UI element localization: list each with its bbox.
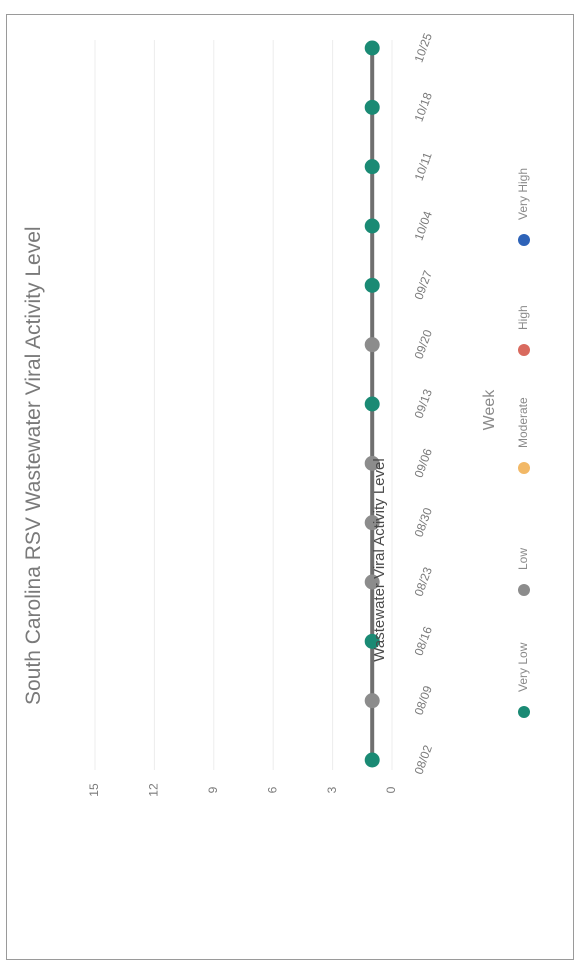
data-point[interactable] — [364, 752, 380, 768]
legend-swatch — [518, 462, 530, 474]
x-tick-label: 10/25 — [412, 31, 436, 64]
legend: Very Low Low Moderate High Very High — [516, 168, 530, 718]
x-tick-label: 09/27 — [412, 268, 436, 301]
data-point[interactable] — [364, 633, 380, 649]
data-point-layer — [364, 40, 380, 768]
y-tick-labels: 0 3 6 9 12 15 — [87, 783, 398, 797]
data-point[interactable] — [364, 693, 380, 709]
data-point[interactable] — [364, 159, 380, 175]
legend-swatch — [518, 706, 530, 718]
legend-label: Low — [516, 548, 530, 570]
y-tick-label: 12 — [147, 783, 161, 797]
x-tick-label: 09/13 — [412, 387, 436, 420]
y-tick-label: 15 — [87, 783, 101, 797]
data-point[interactable] — [364, 337, 380, 353]
legend-swatch — [518, 584, 530, 596]
x-tick-label: 08/23 — [412, 565, 436, 598]
data-point[interactable] — [364, 40, 380, 56]
legend-label: High — [516, 305, 530, 330]
x-tick-label: 09/20 — [412, 328, 436, 361]
data-point[interactable] — [364, 515, 380, 531]
x-tick-label: 08/30 — [412, 506, 436, 539]
legend-swatch — [518, 344, 530, 356]
chart-title: South Carolina RSV Wastewater Viral Acti… — [22, 226, 45, 705]
y-tick-label: 9 — [206, 786, 220, 793]
x-tick-label: 10/18 — [412, 90, 436, 123]
x-tick-label: 08/09 — [412, 684, 436, 717]
chart-frame — [6, 14, 574, 960]
y-tick-label: 6 — [265, 786, 279, 793]
data-point[interactable] — [364, 218, 380, 234]
x-tick-label: 08/02 — [412, 743, 436, 776]
data-point[interactable] — [364, 455, 380, 471]
data-point[interactable] — [364, 574, 380, 590]
legend-label: Very Low — [516, 642, 530, 692]
x-axis-title: Week — [481, 389, 498, 431]
legend-swatch — [518, 234, 530, 246]
legend-label: Very High — [516, 168, 530, 220]
y-tick-label: 0 — [384, 786, 398, 793]
data-point[interactable] — [364, 99, 380, 115]
x-tick-label: 10/11 — [412, 150, 435, 182]
data-point[interactable] — [364, 277, 380, 293]
x-tick-label: 10/04 — [412, 209, 436, 242]
x-tick-labels: 08/02 08/09 08/16 08/23 08/30 09/06 09/13 09/20… — [412, 31, 436, 776]
x-tick-label: 09/06 — [412, 446, 436, 479]
grid-layer — [94, 40, 393, 770]
legend-label: Moderate — [516, 397, 530, 448]
y-axis-title: Wastewater Viral Activity Level — [371, 458, 388, 661]
y-tick-label: 3 — [325, 786, 339, 793]
x-tick-label: 08/16 — [412, 624, 436, 657]
data-point[interactable] — [364, 396, 380, 412]
